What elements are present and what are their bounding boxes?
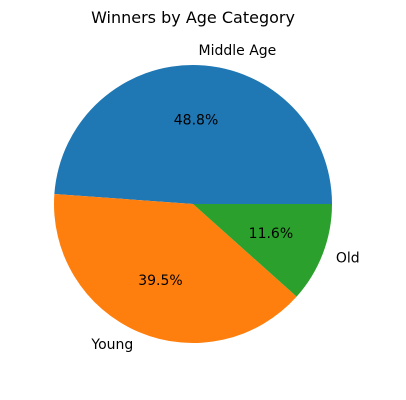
pie-slice-young — [53, 193, 297, 344]
pie-slices — [53, 65, 332, 344]
chart-title: Winners by Age Category — [91, 8, 295, 27]
slice-label-young: Young — [90, 337, 133, 353]
slice-label-old: Old — [336, 251, 360, 267]
pie-slice-old — [193, 204, 332, 297]
pct-label-old: 11.6% — [249, 226, 293, 242]
pct-label-young: 39.5% — [138, 273, 182, 289]
slice-label-middle-age: Middle Age — [199, 43, 277, 59]
pie-labels: 48.8% Middle Age 39.5% Young 11.6% Old — [90, 43, 359, 353]
pie-slice-middle-age — [54, 65, 332, 204]
pct-label-middle-age: 48.8% — [174, 113, 218, 129]
